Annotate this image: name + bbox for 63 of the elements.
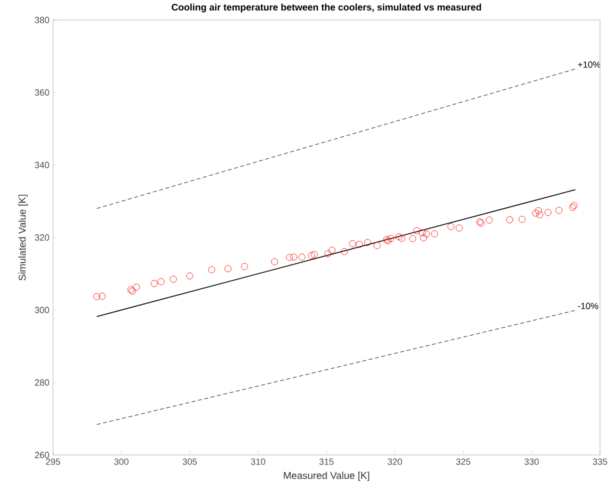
y-tick-label: 360 <box>34 89 50 96</box>
point <box>518 216 526 223</box>
x-tick-label: 295 <box>46 458 60 465</box>
x-tick-label: 330 <box>524 458 539 465</box>
annotation: +10% <box>578 61 600 68</box>
point <box>364 239 371 246</box>
point <box>418 229 426 236</box>
x-tick-label: 315 <box>319 458 334 465</box>
y-tick-label: 300 <box>34 306 50 314</box>
point <box>224 265 232 272</box>
point <box>241 263 248 270</box>
point <box>506 216 514 224</box>
x-tick-label: 335 <box>592 458 608 465</box>
y-tick-label: 280 <box>34 379 50 386</box>
y-tick-label: 320 <box>34 234 50 241</box>
annotation: -10% <box>578 302 598 310</box>
point <box>456 224 463 232</box>
point <box>150 280 158 287</box>
point <box>356 240 363 248</box>
point <box>396 233 402 240</box>
point <box>340 248 348 256</box>
point <box>422 230 430 238</box>
x-axis-title: Measured Value [K] <box>284 472 370 481</box>
point <box>308 252 315 260</box>
point <box>290 254 298 261</box>
chart-title: Cooling air temperature between the coolers, simulated vs measured <box>172 4 482 12</box>
x-tick-label: 300 <box>114 458 129 465</box>
point <box>286 254 294 261</box>
point <box>158 278 164 286</box>
x-tick-label: 325 <box>456 458 470 465</box>
point <box>328 246 336 254</box>
point <box>398 234 406 242</box>
point <box>132 284 140 291</box>
point <box>324 250 332 258</box>
point <box>556 206 562 214</box>
point <box>387 235 394 242</box>
point <box>298 254 306 261</box>
point <box>186 272 194 280</box>
point <box>170 276 177 283</box>
point <box>544 209 552 216</box>
point <box>349 240 356 248</box>
x-tick-label: 305 <box>182 458 197 465</box>
y-tick-label: 260 <box>34 452 50 458</box>
point <box>374 242 381 249</box>
point <box>532 210 540 217</box>
point <box>310 251 318 258</box>
point <box>271 258 278 266</box>
point <box>535 207 542 214</box>
y-tick-label: 380 <box>34 16 50 24</box>
y-axis-title: Simulated Value [K] <box>18 194 28 280</box>
point <box>208 266 216 274</box>
point <box>448 223 454 230</box>
point <box>536 211 544 218</box>
x-tick-label: 310 <box>250 458 266 465</box>
point <box>409 235 416 242</box>
point <box>93 293 100 300</box>
y-tick-label: 340 <box>34 162 50 168</box>
point <box>431 230 438 238</box>
point <box>486 216 493 224</box>
point <box>420 234 428 242</box>
point <box>98 292 106 300</box>
x-tick-label: 320 <box>388 458 402 465</box>
point <box>413 227 420 234</box>
